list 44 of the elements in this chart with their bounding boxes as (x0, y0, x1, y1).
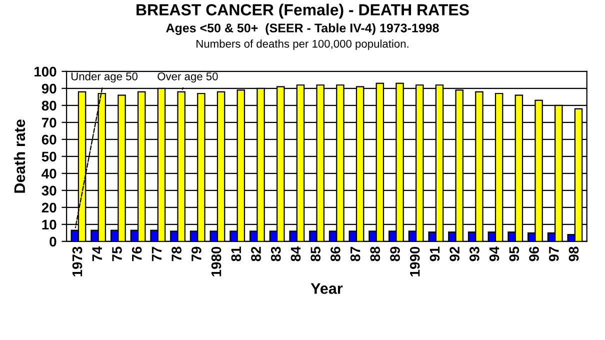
x-tick-label: 74 (92, 246, 102, 262)
chart-subtitle: Ages <50 & 50+ (SEER - Table IV-4) 1973-1998 (166, 23, 439, 35)
y-tick-label: 30 (42, 186, 56, 196)
y-tick-label: 40 (42, 168, 56, 179)
x-tick-label: 76 (132, 246, 142, 262)
x-tick-label: 87 (350, 246, 360, 262)
chart-title: BREAST CANCER (Female) - DEATH RATES (136, 4, 469, 19)
series-label: Over age 50 (158, 72, 218, 83)
y-tick-label: 70 (42, 118, 56, 128)
x-tick-label: 84 (290, 246, 301, 262)
x-tick-label: 94 (489, 246, 500, 262)
x-tick-label: 88 (370, 246, 380, 262)
x-axis-title: Year (310, 283, 343, 294)
x-tick-label: 96 (529, 246, 539, 262)
y-tick-label: 100 (34, 66, 56, 77)
x-tick-label: 86 (330, 246, 340, 262)
text: Numbers of deaths per 100,000 population. (196, 40, 408, 50)
y-tick-label: 0 (50, 236, 56, 247)
x-tick-label: 93 (470, 246, 480, 262)
y-axis-title: Death rate (14, 120, 26, 193)
x-tick-label: 77 (152, 246, 162, 262)
y-tick-label: 20 (42, 202, 56, 213)
text: Under age 50 (71, 72, 138, 83)
x-tick-label: 97 (548, 246, 559, 262)
x-tick-label: 91 (430, 246, 440, 262)
y-tick-label: 60 (42, 134, 56, 145)
x-tick-label: 92 (450, 246, 460, 262)
x-tick-label: 85 (310, 246, 320, 262)
x-tick-label: 1990 (410, 246, 420, 276)
y-tick-label: 50 (42, 152, 56, 162)
x-tick-label: 1980 (211, 246, 222, 276)
x-tick-label: 83 (270, 246, 281, 262)
x-tick-label: 98 (568, 246, 579, 262)
x-tick-label: 82 (251, 246, 261, 262)
y-tick-label: 10 (42, 220, 56, 230)
x-tick-label: 79 (192, 246, 202, 262)
x-tick-label: 75 (112, 246, 122, 262)
x-tick-label: 78 (172, 246, 182, 262)
x-tick-label: 1973 (72, 246, 82, 276)
y-tick-label: 80 (42, 100, 56, 111)
x-tick-label: 81 (231, 246, 242, 262)
y-tick-label: 90 (42, 84, 56, 94)
x-tick-label: 89 (390, 246, 400, 262)
x-tick-label: 95 (509, 246, 520, 262)
